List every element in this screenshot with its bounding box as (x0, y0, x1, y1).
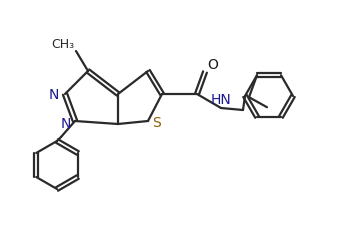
Text: N: N (49, 88, 59, 101)
Text: N: N (61, 117, 71, 130)
Text: CH₃: CH₃ (51, 38, 74, 51)
Text: O: O (207, 58, 218, 72)
Text: HN: HN (210, 93, 232, 106)
Text: S: S (152, 115, 161, 129)
